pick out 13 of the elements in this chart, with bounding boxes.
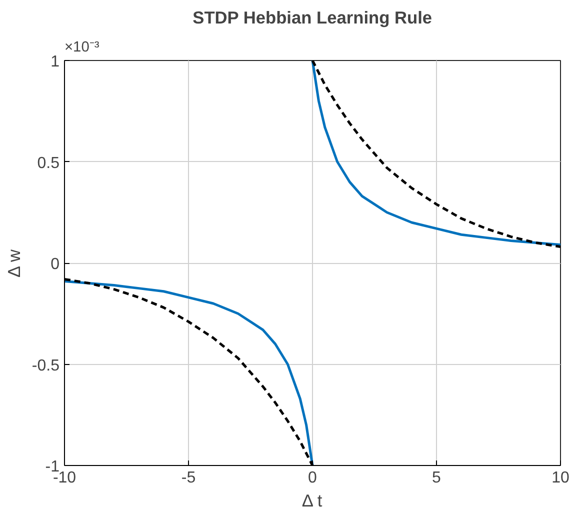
y-tick-label: 1 <box>50 54 60 70</box>
x-tick-label: 10 <box>552 470 570 486</box>
x-tick-label: -5 <box>181 470 196 486</box>
y-tick-label: 0 <box>50 256 60 273</box>
x-tick-label: 0 <box>308 470 318 486</box>
y-tick-label: -0.5 <box>32 357 60 374</box>
chart-title: STDP Hebbian Learning Rule <box>192 8 432 28</box>
y-tick-label: 0.5 <box>37 154 60 172</box>
y-tick-label: -1 <box>45 458 60 476</box>
y-axis-title: Δ w <box>4 249 24 278</box>
x-axis-title: Δ t <box>302 490 322 510</box>
text: ×10⁻³ <box>64 40 100 56</box>
x-tick-label: 5 <box>432 470 442 486</box>
